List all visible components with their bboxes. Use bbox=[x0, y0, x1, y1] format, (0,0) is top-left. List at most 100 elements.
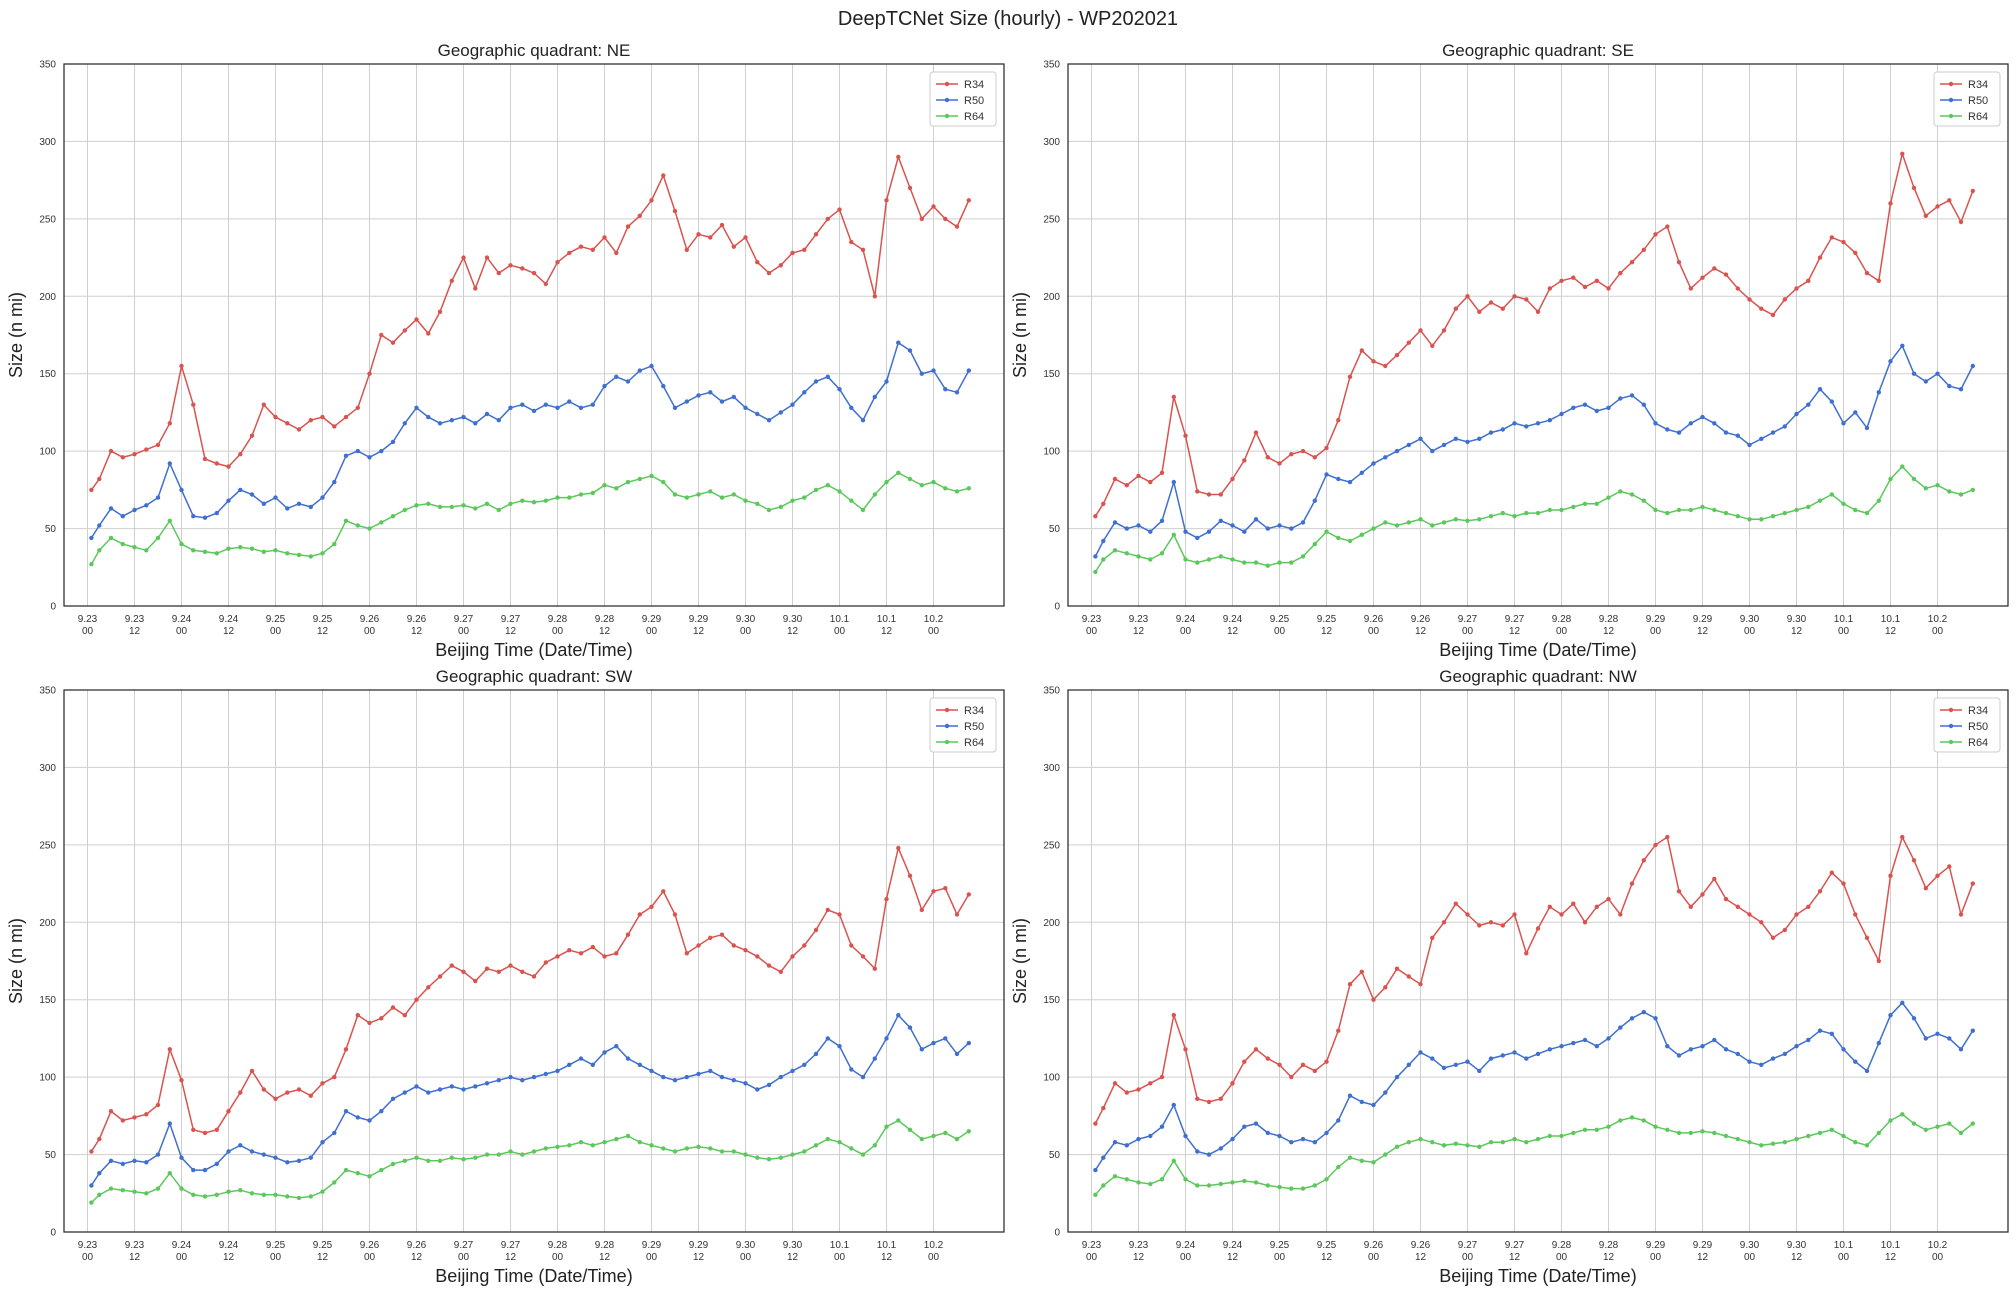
series-line-r64 bbox=[1094, 465, 1974, 573]
data-point-r34 bbox=[1136, 1087, 1141, 1092]
data-point-r50 bbox=[402, 421, 407, 426]
x-tick-label-date: 9.25 bbox=[1317, 1240, 1337, 1251]
data-point-r64 bbox=[308, 1194, 313, 1199]
data-point-r34 bbox=[1277, 1062, 1282, 1068]
data-point-r64 bbox=[1430, 1140, 1435, 1145]
data-point-r50 bbox=[684, 1074, 689, 1080]
data-point-r50 bbox=[1300, 520, 1306, 525]
data-point-r34 bbox=[1770, 312, 1776, 318]
x-tick-label-date: 9.26 bbox=[407, 1240, 427, 1251]
data-point-r50 bbox=[496, 418, 501, 423]
data-point-r64 bbox=[496, 507, 501, 513]
data-point-r50 bbox=[1265, 526, 1271, 531]
data-point-r34 bbox=[1582, 920, 1588, 925]
data-point-r34 bbox=[625, 224, 631, 229]
data-point-r34 bbox=[1383, 363, 1388, 369]
x-tick-label-date: 9.23 bbox=[1129, 614, 1149, 625]
x-tick-label-hour: 12 bbox=[1791, 1252, 1803, 1263]
data-point-r50 bbox=[1453, 436, 1459, 441]
data-point-r34 bbox=[1688, 286, 1694, 291]
data-point-r34 bbox=[414, 317, 419, 322]
data-point-r64 bbox=[1782, 510, 1788, 516]
data-point-r34 bbox=[132, 452, 137, 457]
data-point-r64 bbox=[1712, 507, 1717, 513]
data-point-r50 bbox=[684, 399, 689, 404]
chart-panel-2: 0501001502002503003509.23009.23129.24009… bbox=[1010, 41, 2009, 660]
data-point-r34 bbox=[672, 208, 678, 214]
data-point-r34 bbox=[755, 954, 760, 959]
data-point-r50 bbox=[414, 1084, 419, 1089]
data-point-r34 bbox=[1347, 982, 1353, 987]
legend-label-r50: R50 bbox=[1968, 721, 1988, 733]
data-point-r50 bbox=[696, 1071, 701, 1077]
data-point-r50 bbox=[1148, 1133, 1153, 1139]
x-tick-label-date: 9.27 bbox=[501, 614, 521, 625]
data-point-r34 bbox=[1124, 483, 1130, 488]
data-point-r64 bbox=[943, 486, 948, 491]
data-point-r34 bbox=[637, 912, 642, 917]
data-point-r50 bbox=[1606, 1036, 1611, 1041]
data-point-r64 bbox=[1653, 507, 1658, 513]
x-tick-label-hour: 00 bbox=[928, 626, 940, 637]
data-point-r50 bbox=[343, 1109, 349, 1114]
data-point-r34 bbox=[708, 235, 713, 240]
data-point-r50 bbox=[943, 1036, 948, 1041]
data-point-r50 bbox=[531, 1074, 537, 1080]
data-point-r64 bbox=[896, 1118, 901, 1123]
data-point-r50 bbox=[1371, 461, 1376, 466]
x-tick-label-hour: 00 bbox=[834, 1252, 846, 1263]
data-point-r50 bbox=[1230, 1136, 1235, 1142]
data-point-r34 bbox=[602, 235, 607, 240]
x-tick-label-hour: 12 bbox=[411, 1252, 423, 1263]
y-tick-label: 0 bbox=[50, 602, 56, 613]
data-point-r34 bbox=[543, 960, 548, 965]
data-point-r64 bbox=[1277, 1184, 1282, 1190]
x-tick-label-date: 10.1 bbox=[830, 614, 850, 625]
data-point-r50 bbox=[1242, 1124, 1247, 1129]
data-point-r34 bbox=[89, 487, 94, 493]
data-point-r64 bbox=[790, 1152, 795, 1157]
data-point-r50 bbox=[1876, 390, 1882, 395]
x-tick-label-date: 9.23 bbox=[125, 614, 145, 625]
series-line-r34 bbox=[1094, 835, 1974, 1124]
data-point-r34 bbox=[1289, 452, 1294, 457]
data-point-r64 bbox=[825, 1136, 830, 1142]
y-tick-label: 100 bbox=[39, 1073, 56, 1084]
data-point-r50 bbox=[578, 405, 584, 410]
data-point-r64 bbox=[1242, 1178, 1247, 1184]
data-point-r64 bbox=[1148, 1181, 1153, 1187]
data-point-r34 bbox=[684, 247, 689, 252]
data-point-r34 bbox=[1641, 858, 1647, 863]
data-point-r50 bbox=[1512, 421, 1517, 426]
data-point-r50 bbox=[1594, 408, 1600, 414]
data-point-r34 bbox=[578, 951, 584, 956]
x-tick-label-hour: 12 bbox=[1415, 626, 1427, 637]
data-point-r34 bbox=[1242, 458, 1247, 463]
data-point-r50 bbox=[1618, 396, 1623, 401]
data-point-r34 bbox=[1289, 1074, 1294, 1080]
data-point-r50 bbox=[355, 1115, 360, 1120]
data-point-r64 bbox=[1641, 498, 1647, 503]
data-point-r34 bbox=[1406, 974, 1412, 979]
data-point-r34 bbox=[1864, 935, 1870, 940]
x-tick-label-date: 9.29 bbox=[642, 614, 662, 625]
data-point-r64 bbox=[637, 1140, 642, 1145]
data-point-r34 bbox=[1970, 881, 1976, 886]
data-point-r34 bbox=[1206, 1099, 1212, 1105]
data-point-r34 bbox=[649, 904, 654, 909]
data-point-r64 bbox=[567, 1143, 572, 1148]
data-point-r34 bbox=[907, 873, 913, 878]
x-tick-label-hour: 00 bbox=[1086, 626, 1098, 637]
data-point-r34 bbox=[1782, 927, 1788, 933]
data-point-r34 bbox=[1524, 951, 1529, 956]
data-point-r50 bbox=[837, 1044, 842, 1049]
x-tick-label-hour: 12 bbox=[1697, 626, 1709, 637]
data-point-r50 bbox=[520, 402, 525, 407]
data-point-r34 bbox=[97, 1136, 102, 1142]
y-tick-label: 150 bbox=[39, 995, 56, 1006]
data-point-r34 bbox=[1665, 224, 1670, 229]
x-tick-label-hour: 00 bbox=[646, 626, 658, 637]
x-tick-label-date: 9.27 bbox=[1458, 614, 1478, 625]
data-point-r64 bbox=[1230, 1180, 1235, 1185]
